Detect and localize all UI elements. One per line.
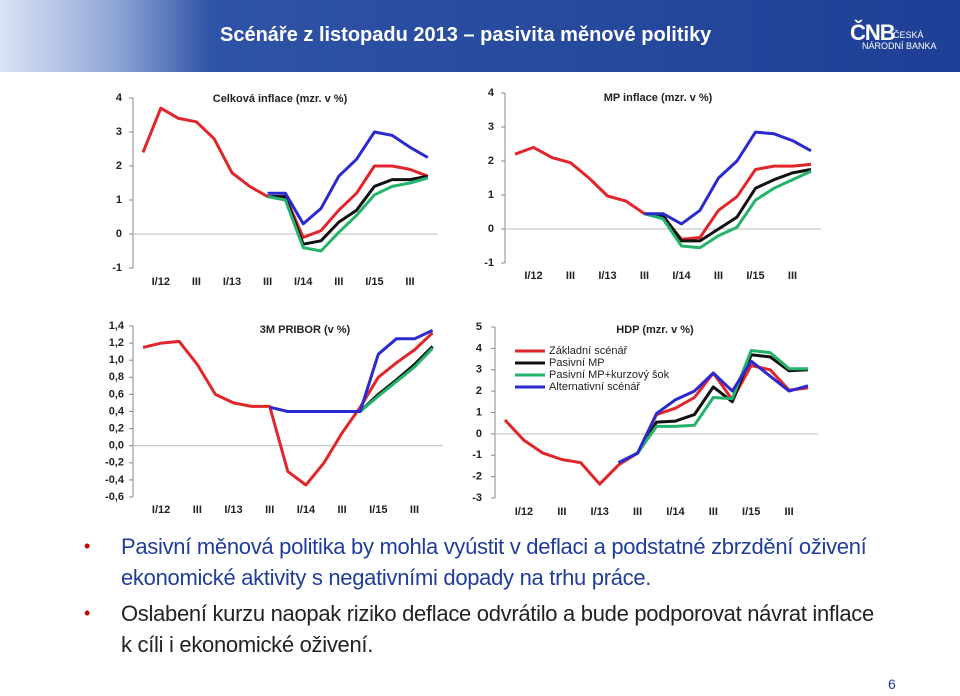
- x-tick-label: III: [410, 504, 419, 516]
- series-line: [359, 347, 434, 413]
- y-tick-label: 0,8: [109, 371, 124, 383]
- x-tick-label: I/13: [591, 506, 609, 518]
- y-tick-label: 4: [116, 92, 123, 104]
- legend-text: Základní scénář: [549, 345, 628, 357]
- x-tick-label: III: [709, 506, 718, 518]
- x-tick-label: I/14: [297, 504, 316, 516]
- bullet: Pasivní měnová politika by mohla vyústit…: [84, 531, 884, 593]
- y-tick-label: -1: [472, 449, 482, 461]
- bullet: Oslabení kurzu naopak riziko deflace odv…: [84, 598, 884, 660]
- x-tick-label: I/14: [294, 276, 313, 288]
- y-tick-label: -1: [484, 257, 494, 269]
- chart-title: HDP (mzr. v %): [616, 324, 694, 336]
- y-tick-label: 1,4: [109, 320, 125, 332]
- x-tick-label: III: [193, 504, 202, 516]
- y-tick-label: 0,6: [109, 388, 124, 400]
- x-tick-label: I/13: [224, 504, 242, 516]
- y-tick-label: 2: [488, 155, 494, 167]
- y-tick-label: 1,2: [109, 337, 124, 349]
- series-line: [142, 331, 434, 487]
- y-tick-label: 0,2: [109, 423, 124, 435]
- x-tick-label: I/12: [152, 504, 170, 516]
- y-tick-label: 0,4: [109, 405, 125, 417]
- x-tick-label: III: [785, 506, 794, 518]
- logo-text: NÁRODNÍ BANKA: [862, 41, 937, 51]
- x-tick-label: I/12: [515, 506, 533, 518]
- x-tick-label: I/13: [223, 276, 241, 288]
- chart-title: MP inflace (mzr. v %): [604, 92, 713, 104]
- y-tick-label: 3: [476, 364, 482, 376]
- y-tick-label: 4: [488, 87, 495, 99]
- bullet-list: Pasivní měnová politika by mohla vyústit…: [84, 531, 884, 660]
- x-tick-label: III: [263, 276, 272, 288]
- legend-text: Pasivní MP: [549, 357, 605, 369]
- x-tick-label: III: [566, 270, 575, 282]
- x-tick-label: III: [788, 270, 797, 282]
- x-tick-label: III: [192, 276, 201, 288]
- x-tick-label: I/15: [742, 506, 760, 518]
- y-tick-label: 0: [476, 428, 482, 440]
- x-tick-label: I/15: [746, 270, 764, 282]
- legend-text: Pasivní MP+kurzový šok: [549, 369, 670, 381]
- x-tick-label: I/14: [666, 506, 685, 518]
- page-number: 6: [888, 676, 896, 692]
- y-tick-label: -2: [472, 471, 482, 483]
- x-tick-label: III: [338, 504, 347, 516]
- x-tick-label: I/14: [672, 270, 691, 282]
- series-line: [644, 130, 812, 226]
- y-tick-label: -3: [472, 492, 482, 504]
- series-line: [267, 176, 429, 253]
- x-tick-label: III: [633, 506, 642, 518]
- x-tick-label: III: [265, 504, 274, 516]
- series-line: [617, 349, 808, 465]
- x-tick-label: III: [334, 276, 343, 288]
- x-tick-label: I/15: [365, 276, 383, 288]
- series-line: [269, 328, 434, 413]
- charts: Celková inflace (mzr. v %) -1 0 1 2 3 4 I/12 III…: [105, 87, 821, 518]
- header-bar: Scénáře z listopadu 2013 – pasivita měno…: [0, 0, 960, 72]
- x-tick-label: III: [714, 270, 723, 282]
- y-tick-label: 0,0: [109, 440, 124, 452]
- chart-title: 3M PRIBOR (v %): [260, 324, 351, 336]
- slide-title: Scénáře z listopadu 2013 – pasivita měno…: [220, 24, 712, 46]
- y-tick-label: 4: [476, 342, 483, 354]
- x-tick-label: I/15: [369, 504, 387, 516]
- x-tick-label: I/12: [152, 276, 170, 288]
- y-tick-label: 5: [476, 321, 482, 333]
- y-tick-label: 2: [116, 160, 122, 172]
- series-line: [644, 169, 812, 250]
- y-tick-label: 0: [488, 223, 494, 235]
- x-tick-label: I/13: [598, 270, 616, 282]
- y-tick-label: 2: [476, 385, 482, 397]
- logo-abbr: ČNB: [850, 20, 896, 45]
- x-tick-label: III: [640, 270, 649, 282]
- series-line: [267, 130, 429, 226]
- y-tick-label: 0: [116, 228, 122, 240]
- series-line: [617, 353, 809, 465]
- y-tick-label: 3: [116, 126, 122, 138]
- x-tick-label: III: [557, 506, 566, 518]
- y-tick-label: -0,2: [105, 457, 124, 469]
- y-tick-label: -1: [112, 262, 122, 274]
- series-line: [617, 359, 809, 465]
- series-line: [141, 106, 429, 239]
- logo-text: ČESKÁ: [893, 30, 924, 40]
- y-tick-label: 1: [476, 406, 482, 418]
- y-tick-label: 1: [116, 194, 122, 206]
- series-line: [644, 168, 812, 243]
- legend-text: Alternativní scénář: [549, 381, 640, 393]
- y-tick-label: -0,4: [105, 474, 125, 486]
- y-tick-label: -0,6: [105, 491, 124, 503]
- chart-title: Celková inflace (mzr. v %): [213, 93, 348, 105]
- y-tick-label: 3: [488, 121, 494, 133]
- y-tick-label: 1: [488, 189, 494, 201]
- y-tick-label: 1,0: [109, 354, 124, 366]
- x-tick-label: III: [405, 276, 414, 288]
- x-tick-label: I/12: [524, 270, 542, 282]
